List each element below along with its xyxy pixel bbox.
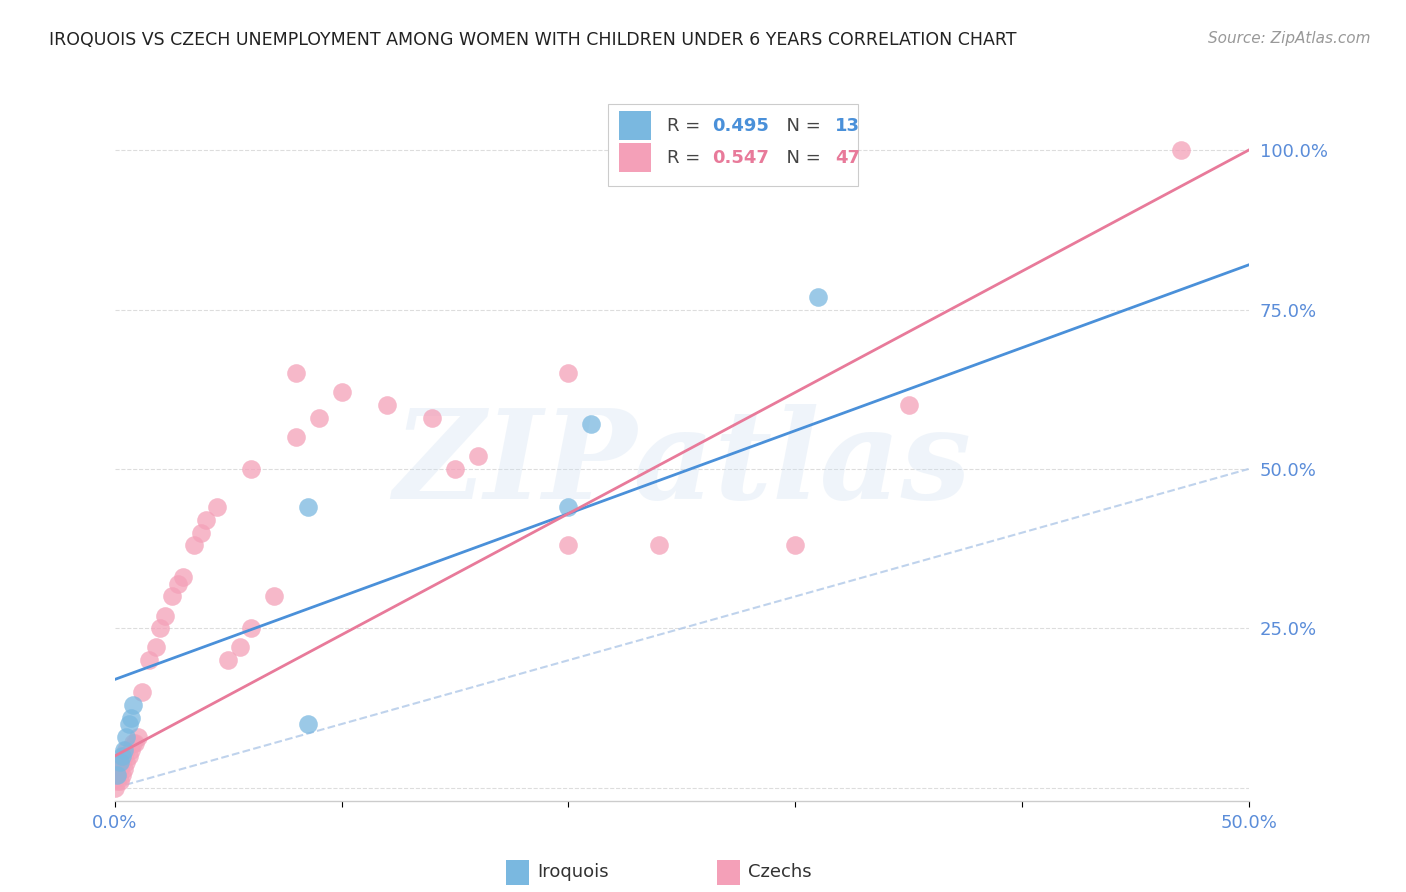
FancyBboxPatch shape: [620, 112, 651, 140]
Point: [217, 653, 239, 667]
Point: [579, 417, 602, 432]
Point: [108, 756, 131, 770]
Point: [120, 742, 142, 756]
FancyBboxPatch shape: [620, 144, 651, 172]
Point: [297, 717, 319, 731]
FancyBboxPatch shape: [609, 104, 858, 186]
Point: [308, 411, 330, 425]
Point: [117, 717, 139, 731]
Point: [648, 538, 671, 552]
Point: [105, 768, 128, 782]
Point: [149, 621, 172, 635]
Point: [160, 590, 183, 604]
Point: [145, 640, 167, 655]
Point: [422, 411, 444, 425]
Point: [117, 748, 139, 763]
Point: [240, 621, 263, 635]
Point: [120, 711, 142, 725]
Point: [183, 538, 205, 552]
Point: [172, 570, 194, 584]
Point: [297, 500, 319, 515]
Point: [108, 762, 131, 776]
Text: 0.547: 0.547: [713, 149, 769, 167]
Text: N =: N =: [775, 117, 827, 135]
Point: [104, 780, 127, 795]
Point: [122, 698, 145, 712]
Point: [330, 385, 353, 400]
Point: [153, 608, 176, 623]
Text: Czechs: Czechs: [748, 863, 811, 881]
Point: [127, 730, 149, 744]
Point: [444, 462, 467, 476]
Point: [111, 768, 134, 782]
Point: [124, 736, 146, 750]
Point: [194, 513, 217, 527]
Point: [190, 525, 212, 540]
Point: [115, 742, 138, 756]
Text: Source: ZipAtlas.com: Source: ZipAtlas.com: [1208, 31, 1371, 46]
Text: Iroquois: Iroquois: [537, 863, 609, 881]
Point: [112, 762, 135, 776]
Point: [285, 366, 308, 380]
Point: [205, 500, 228, 515]
Point: [105, 768, 128, 782]
Point: [897, 398, 920, 412]
Text: R =: R =: [666, 117, 706, 135]
Point: [557, 538, 579, 552]
Point: [240, 462, 263, 476]
Point: [138, 653, 160, 667]
Point: [807, 290, 830, 304]
Point: [557, 500, 579, 515]
Text: N =: N =: [775, 149, 827, 167]
Point: [557, 366, 579, 380]
Text: 47: 47: [835, 149, 860, 167]
Point: [111, 748, 134, 763]
Text: R =: R =: [666, 149, 706, 167]
Point: [115, 730, 138, 744]
Point: [785, 538, 807, 552]
Text: 13: 13: [835, 117, 860, 135]
Point: [285, 430, 308, 444]
Text: ZIPatlas: ZIPatlas: [392, 404, 970, 525]
Point: [122, 736, 145, 750]
Point: [112, 748, 135, 763]
Point: [112, 742, 135, 756]
Point: [375, 398, 398, 412]
Point: [263, 590, 285, 604]
Point: [115, 756, 138, 770]
Text: 0.495: 0.495: [713, 117, 769, 135]
Point: [228, 640, 250, 655]
Point: [111, 756, 134, 770]
Text: IROQUOIS VS CZECH UNEMPLOYMENT AMONG WOMEN WITH CHILDREN UNDER 6 YEARS CORRELATI: IROQUOIS VS CZECH UNEMPLOYMENT AMONG WOM…: [49, 31, 1017, 49]
Point: [131, 685, 153, 699]
Point: [167, 576, 190, 591]
Point: [108, 774, 131, 789]
Point: [1170, 143, 1192, 157]
Point: [467, 449, 489, 463]
Point: [105, 774, 128, 789]
